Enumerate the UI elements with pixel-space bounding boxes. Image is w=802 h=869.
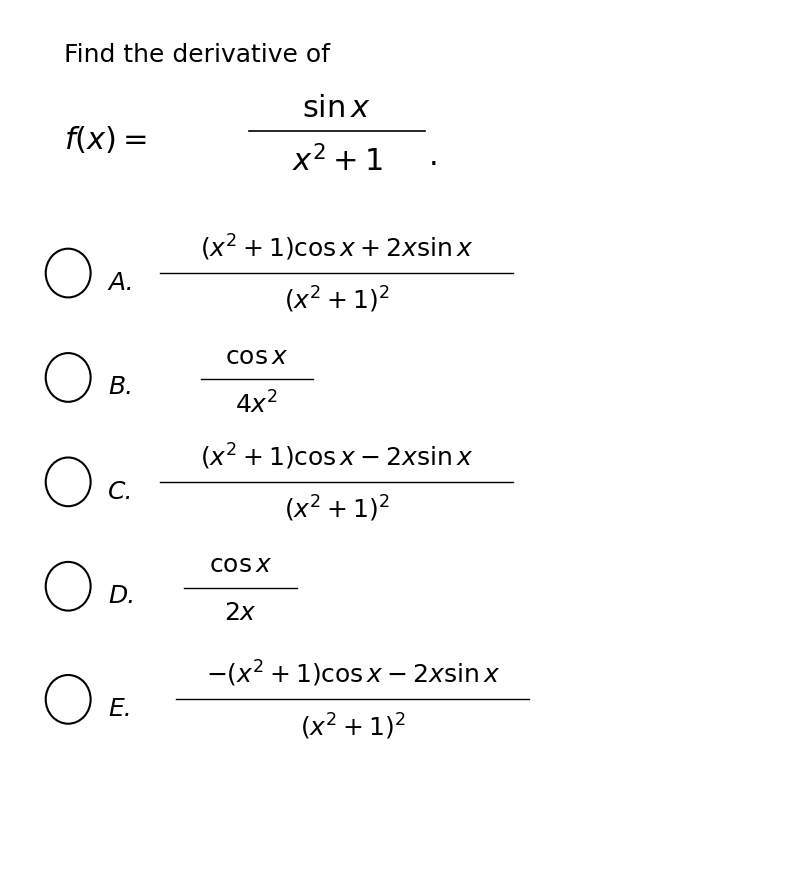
Text: $\sin x$: $\sin x$	[302, 94, 371, 123]
Text: $-(x^2 + 1)\cos x - 2x\sin x$: $-(x^2 + 1)\cos x - 2x\sin x$	[206, 659, 500, 688]
Text: $\cos x$: $\cos x$	[209, 553, 272, 577]
Text: $(x^2 + 1)\cos x + 2x\sin x$: $(x^2 + 1)\cos x + 2x\sin x$	[200, 233, 473, 262]
Text: $2x$: $2x$	[224, 600, 257, 625]
Text: E.: E.	[108, 696, 132, 720]
Text: $(x^2 + 1)^2$: $(x^2 + 1)^2$	[284, 494, 390, 523]
Text: C.: C.	[108, 479, 134, 503]
Text: $x^2 + 1$: $x^2 + 1$	[292, 144, 382, 177]
Text: D.: D.	[108, 583, 136, 607]
Text: $(x^2 + 1)^2$: $(x^2 + 1)^2$	[284, 285, 390, 315]
Text: $4x^2$: $4x^2$	[235, 390, 278, 418]
Text: A.: A.	[108, 270, 134, 295]
Text: $\cos x$: $\cos x$	[225, 344, 288, 368]
Text: .: .	[429, 142, 439, 171]
Text: Find the derivative of: Find the derivative of	[64, 43, 330, 68]
Text: $(x^2 + 1)^2$: $(x^2 + 1)^2$	[300, 711, 406, 740]
Text: $(x^2 + 1)\cos x - 2x\sin x$: $(x^2 + 1)\cos x - 2x\sin x$	[200, 441, 473, 471]
Text: B.: B.	[108, 375, 133, 399]
Text: $f(x) =$: $f(x) =$	[64, 123, 147, 155]
